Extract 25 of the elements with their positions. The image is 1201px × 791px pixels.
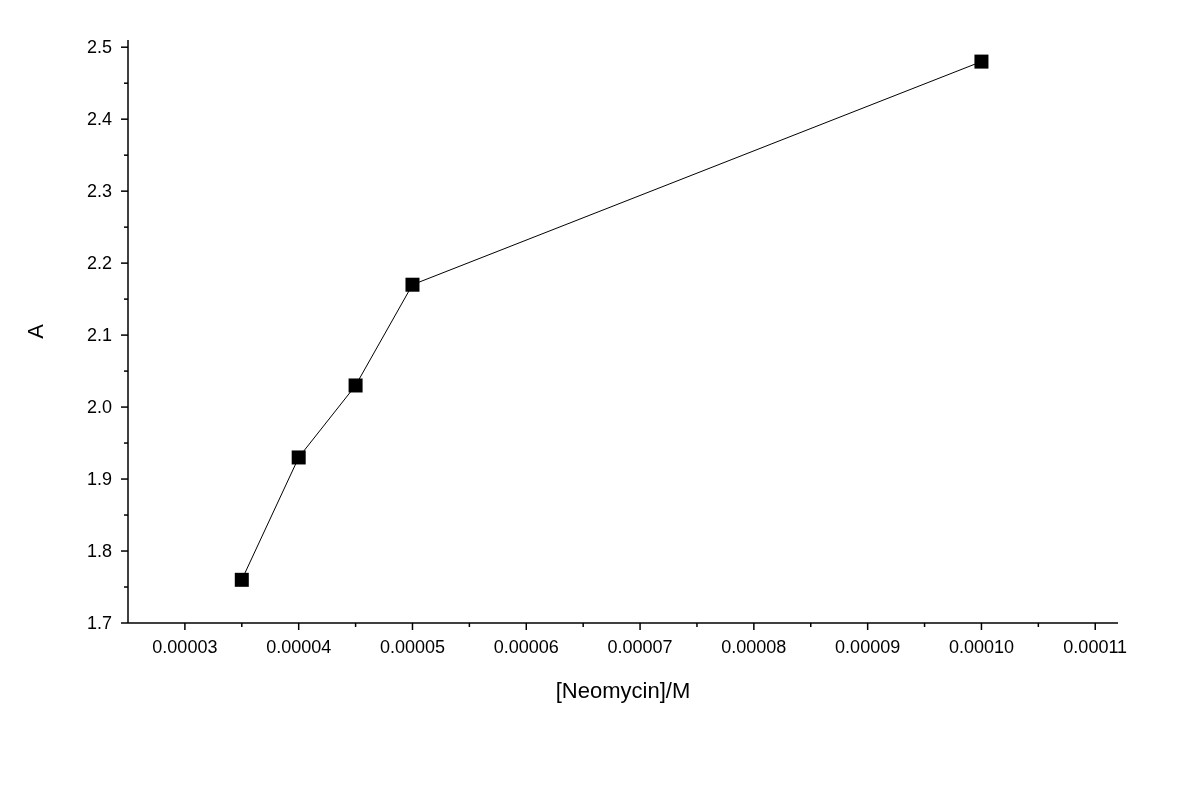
- y-tick-label: 1.7: [86, 613, 112, 634]
- point: [348, 378, 363, 393]
- y-tick-label: 2.4: [86, 109, 112, 130]
- x-tick-label: 0.00006: [493, 637, 559, 657]
- x-tick-label: 0.00009: [835, 637, 901, 657]
- y-tick-label: 1.9: [86, 469, 112, 490]
- y-tick-label: 2.0: [86, 397, 112, 418]
- x-tick-label: 0.00007: [607, 637, 673, 657]
- y-tick-label: 2.3: [86, 181, 112, 202]
- point: [405, 277, 420, 292]
- y-axis-title: A: [23, 323, 48, 339]
- y-tick-label: 2.2: [86, 253, 112, 274]
- point: [974, 54, 989, 69]
- x-tick-label: 0.00004: [266, 637, 332, 657]
- y-tick-label: 1.8: [86, 541, 112, 562]
- x-tick-label: 0.00008: [721, 637, 787, 657]
- x-tick-label: 0.00005: [379, 637, 446, 657]
- y-tick-label: 2.1: [86, 325, 112, 346]
- x-axis-title: [Neomycin]/M: [555, 678, 691, 703]
- y-tick-label: 2.5: [86, 37, 112, 58]
- x-tick-label: 0.00010: [948, 637, 1014, 657]
- point: [291, 450, 306, 465]
- x-tick-label: 0.00003: [152, 637, 218, 657]
- x-tick-label: 0.00011: [1063, 637, 1128, 657]
- point: [234, 572, 249, 587]
